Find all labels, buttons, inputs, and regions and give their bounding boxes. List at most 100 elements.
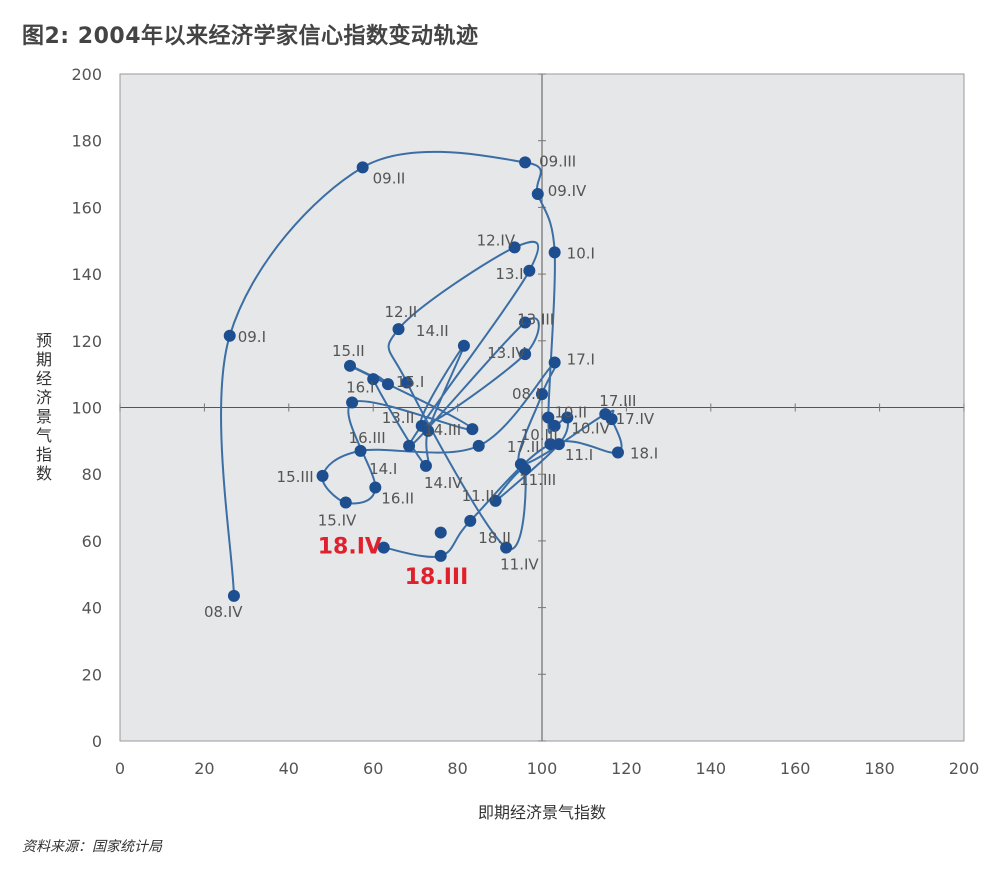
point-16-iii	[354, 444, 367, 457]
point-label: 16.II	[381, 490, 414, 508]
point-label: 13.III	[517, 310, 554, 328]
point-11-i	[552, 438, 565, 451]
point-13-i	[523, 264, 536, 277]
y-axis-label-char: 景	[36, 407, 52, 426]
point-label: 17.IV	[616, 410, 655, 428]
point-11-ii	[489, 494, 502, 507]
y-axis-label-char: 数	[36, 464, 52, 483]
point-17-ii	[514, 458, 527, 471]
point-10-iv	[561, 411, 574, 424]
point-label: 18.III	[405, 565, 469, 590]
point-unlabeled	[466, 423, 479, 436]
x-tick-label: 20	[194, 759, 214, 778]
point-15-ii	[343, 359, 356, 372]
point-label: 15.I	[396, 373, 424, 391]
point-08-i	[536, 388, 548, 401]
x-tick-label: 40	[279, 759, 299, 778]
source-note: 资料来源：国家统计局	[22, 839, 162, 855]
point-10-ii	[542, 411, 555, 424]
point-11-iv	[500, 541, 513, 554]
point-12-ii	[392, 323, 405, 336]
y-tick-label: 140	[71, 265, 102, 284]
point-17-i	[548, 356, 561, 369]
x-tick-label: 140	[696, 759, 727, 778]
point-unlabeled	[434, 526, 447, 539]
y-tick-label: 180	[71, 132, 102, 151]
point-label: 18.IV	[318, 535, 382, 560]
y-tick-label: 80	[82, 465, 102, 484]
y-tick-label: 20	[82, 665, 102, 684]
x-tick-label: 100	[527, 759, 558, 778]
point-18-iv	[377, 541, 390, 554]
point-15-i	[381, 378, 394, 391]
point-09-iii	[519, 156, 532, 169]
point-label: 10.I	[567, 244, 595, 262]
y-tick-label: 200	[71, 65, 102, 84]
point-label: 16.I	[346, 378, 374, 396]
point-14-iv	[419, 459, 432, 472]
point-label: 17.III	[599, 392, 636, 410]
point-14-i	[403, 439, 416, 452]
point-09-iv	[531, 188, 544, 201]
point-13-iv	[519, 348, 532, 361]
point-16-ii	[369, 481, 382, 494]
point-label: 09.IV	[548, 182, 587, 200]
point-unlabeled	[400, 376, 413, 389]
point-13-iii	[519, 316, 532, 329]
y-axis-label-char: 预	[36, 331, 52, 350]
x-tick-label: 80	[447, 759, 467, 778]
point-labels: 08.I08.IV09.I09.II09.III09.IV10.I10.II10…	[204, 152, 658, 621]
point-18-i	[611, 446, 624, 459]
point-label: 14.I	[369, 460, 397, 478]
point-label: 17.I	[567, 350, 595, 368]
x-axis-label: 即期经济景气指数	[478, 803, 606, 822]
point-label: 18.I	[630, 445, 658, 463]
y-tick-label: 0	[92, 732, 102, 751]
x-tick-label: 160	[780, 759, 811, 778]
point-16-i	[346, 396, 359, 409]
point-label: 08.I	[512, 385, 540, 403]
point-label: 10.III	[521, 426, 558, 444]
x-tick-label: 0	[115, 759, 125, 778]
point-label: 09.III	[539, 152, 576, 170]
point-label: 11.II	[462, 487, 495, 505]
point-label: 12.II	[385, 303, 418, 321]
chart-title: 图2: 2004年以来经济学家信心指数变动轨迹	[22, 24, 479, 49]
point-label: 15.II	[332, 342, 365, 360]
point-14-ii	[457, 339, 470, 352]
point-10-iii	[548, 419, 561, 432]
point-label: 11.III	[519, 471, 556, 489]
point-10-i	[548, 246, 561, 259]
point-label: 16.III	[349, 429, 386, 447]
point-18-iii	[434, 549, 447, 562]
point-label: 09.II	[373, 169, 406, 187]
axis-ticks: 0 20 40 60 80 100 120 140 160 180 200 0 20 40 60 80 100 1…	[71, 65, 979, 778]
point-09-i	[223, 329, 236, 342]
point-08-iv	[227, 589, 240, 602]
point-label: 13.II	[382, 409, 415, 427]
point-12-iv	[508, 241, 521, 254]
point-09-ii	[356, 161, 369, 174]
x-tick-label: 60	[363, 759, 383, 778]
point-label: 12.IV	[477, 231, 516, 249]
point-17-iv	[605, 413, 618, 426]
y-axis-label-char: 指	[36, 445, 52, 464]
point-label: 09.I	[238, 328, 266, 346]
y-tick-label: 160	[71, 198, 102, 217]
point-unlabeled	[367, 373, 380, 386]
x-tick-label: 180	[864, 759, 895, 778]
point-label: 17.II	[507, 438, 540, 456]
point-label: 15.III	[277, 468, 314, 486]
point-unlabeled	[472, 439, 485, 452]
y-axis-label-char: 济	[36, 388, 52, 407]
y-tick-label: 100	[71, 399, 102, 418]
point-label: 11.I	[565, 446, 593, 464]
point-label: 10.II	[554, 404, 587, 422]
point-unlabeled	[544, 438, 557, 451]
point-15-iv	[339, 496, 352, 509]
point-label: 10.IV	[571, 420, 610, 438]
point-label: 14.II	[416, 322, 449, 340]
point-label: 13.IV	[487, 344, 526, 362]
point-14-iii	[422, 424, 435, 437]
